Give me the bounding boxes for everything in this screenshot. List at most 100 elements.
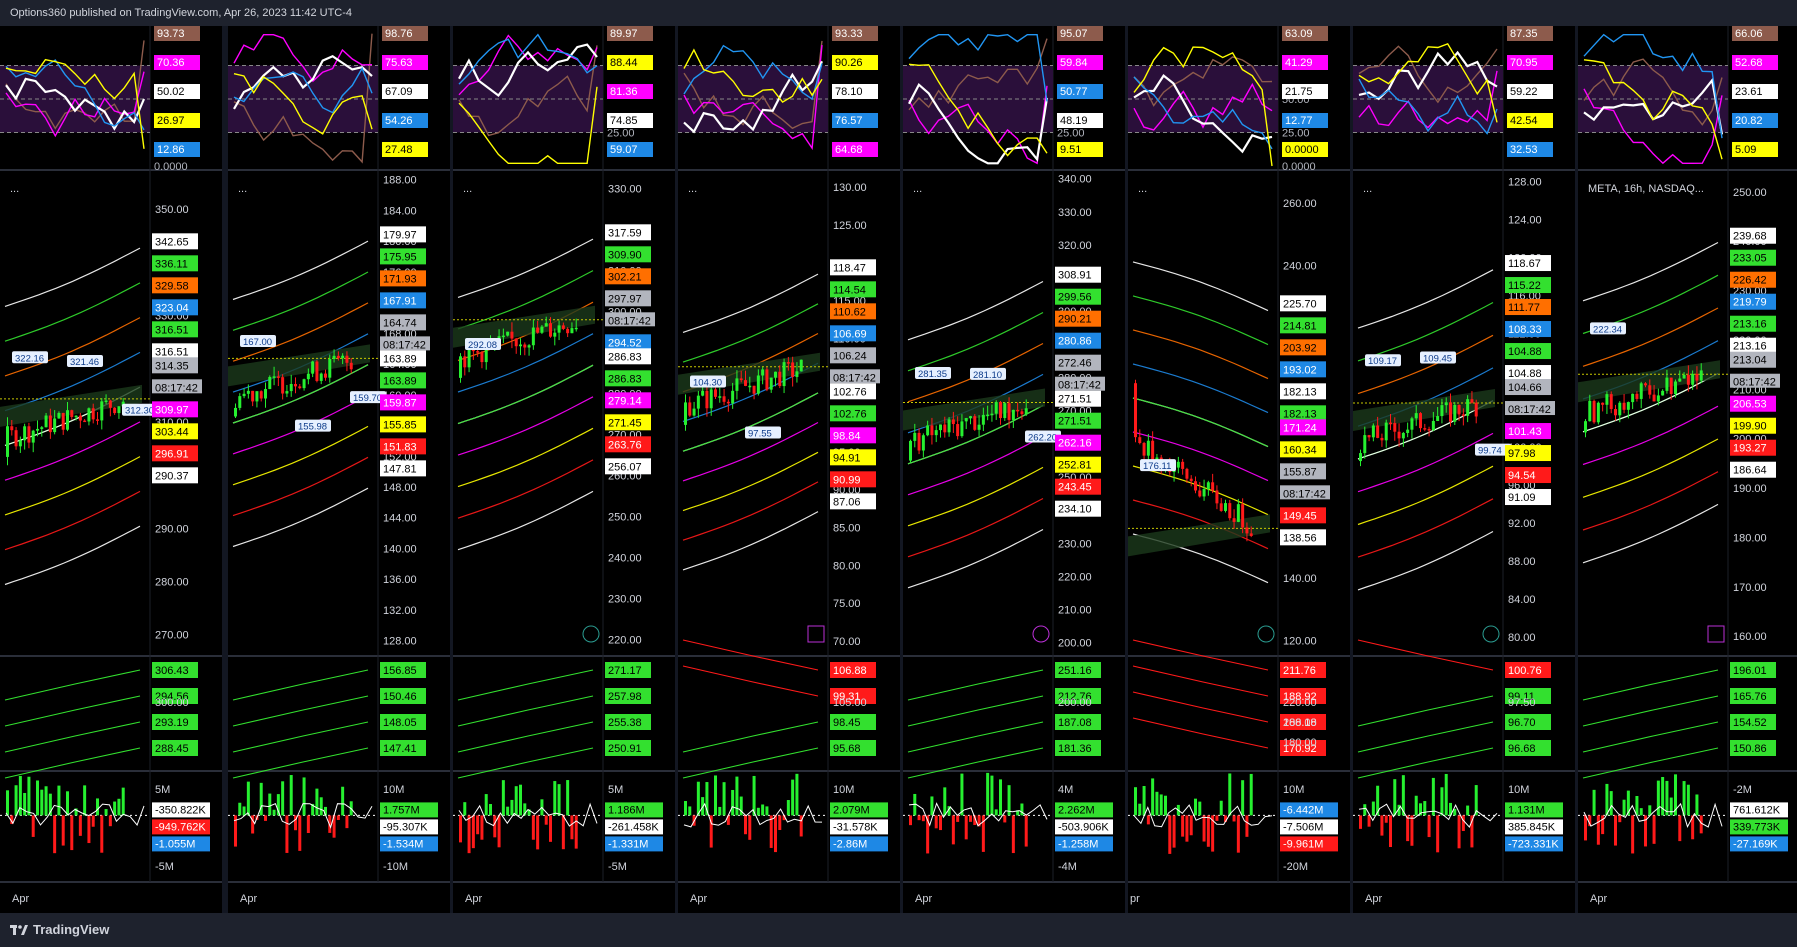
time-axis-label: Apr (12, 893, 29, 905)
chart-title[interactable]: ... (688, 183, 697, 195)
volume-bar (531, 815, 535, 840)
chart-title[interactable]: ... (1363, 183, 1372, 195)
candle (298, 386, 302, 389)
level-value-label: 193.27 (1733, 443, 1767, 455)
ma-tick-label: 300.00 (155, 697, 189, 709)
candle (943, 424, 947, 433)
chart-title[interactable]: META, 16h, NASDAQ... (1588, 183, 1704, 195)
ma-value-tag (1280, 714, 1326, 730)
chart-panel-4[interactable]: 93.33 90.26 78.10 76.57 64.68... 130.00 125.00… (678, 26, 900, 913)
volume-value-tag (1280, 802, 1338, 818)
volume-bar (1185, 815, 1189, 842)
chart-panel-8[interactable]: 100.0075.0066.0652.6823.6120.825.09META,… (1578, 26, 1797, 913)
candle (104, 400, 108, 403)
volume-bar (1249, 773, 1253, 816)
price-tick-label: 230.00 (608, 594, 642, 606)
dividends-icon[interactable] (1032, 625, 1050, 643)
volume-tick-label: -20M (1283, 861, 1308, 873)
level-value-tag (830, 281, 876, 298)
level-value-tag (152, 321, 198, 338)
osc-value-tag (1282, 113, 1328, 128)
earnings-icon[interactable] (582, 625, 600, 643)
chart-panel-3[interactable]: 25.00 89.97 88.44 81.36 74.85 59.07... 330.00 3… (453, 26, 675, 913)
candle (1440, 405, 1444, 417)
chart-title[interactable]: ... (463, 183, 472, 195)
chart-panel-1[interactable]: 75.000.000093.7370.3650.0226.9712.86...3… (0, 26, 222, 913)
volume-bar (281, 781, 285, 816)
ma-value-tag (1055, 662, 1101, 678)
footer-brand[interactable]: TradingView (33, 922, 110, 937)
chart-title[interactable]: ... (238, 183, 247, 195)
osc-line (1583, 88, 1723, 165)
ma-value-label: 165.76 (1733, 691, 1767, 703)
level-value-tag (1505, 255, 1551, 272)
volume-bar (276, 794, 280, 816)
candle (1674, 381, 1677, 394)
volume-bar (113, 801, 117, 816)
candle (1389, 422, 1392, 425)
bar-timer-label: 08:17:42 (383, 339, 426, 351)
candle (510, 331, 514, 339)
chart-panel-2[interactable]: 98.76 75.63 67.09 54.26 27.48... 188.00 184.00… (228, 26, 450, 913)
chart-panel-5[interactable]: 25.00 95.07 59.84 50.77 48.19 9.51... 340.00 33… (903, 26, 1125, 913)
chart-title[interactable]: ... (10, 183, 19, 195)
volume-tick-label: -2M (1733, 784, 1752, 796)
earnings-icon[interactable] (1707, 625, 1725, 643)
level-value-tag (605, 392, 651, 409)
ma-value-label: 255.38 (608, 717, 642, 729)
osc-line (1583, 58, 1723, 126)
volume-value-tag (152, 802, 210, 818)
candle (1588, 400, 1592, 422)
volume-value-tag (1505, 802, 1563, 818)
ma-value-label: 250.91 (608, 743, 642, 755)
level-value-tag (1505, 365, 1551, 382)
volume-bar (1384, 815, 1388, 823)
chart-panel-7[interactable]: 100.0075.0087.3570.9559.2242.5432.53...1… (1353, 26, 1575, 913)
volume-bar (1020, 803, 1024, 816)
candle (1449, 402, 1452, 422)
bar-timer-label: 08:17:42 (608, 315, 651, 327)
level-value-tag (1280, 419, 1326, 436)
candle (1401, 432, 1405, 439)
pivot-label: 99.74 (1478, 446, 1502, 457)
osc-value-label: 27.48 (385, 144, 413, 156)
volume-bar (943, 787, 947, 816)
volume-bar (999, 779, 1002, 816)
price-tick-label: 170.00 (1733, 582, 1767, 594)
volume-value-tag (830, 819, 888, 835)
level-value-tag (1055, 478, 1101, 495)
level-value-tag (1505, 379, 1551, 396)
earnings-icon[interactable] (807, 625, 825, 643)
candle (96, 419, 99, 421)
time-axis-label: Apr (1590, 893, 1607, 905)
level-value-tag (1055, 310, 1101, 327)
earnings-icon[interactable] (1257, 625, 1275, 643)
candle (1016, 409, 1020, 412)
candle (1584, 421, 1587, 433)
candle (1419, 413, 1422, 429)
candle (1224, 503, 1227, 511)
price-tick-label: 320.00 (1058, 240, 1092, 252)
volume-bar (1661, 776, 1665, 816)
tradingview-logo-icon[interactable] (10, 923, 28, 937)
chart-title[interactable]: ... (913, 183, 922, 195)
level-value-label: 214.81 (1283, 320, 1317, 332)
price-tick-label: 340.00 (1058, 174, 1092, 186)
chart-panel-6[interactable]: 100.0075.0050.0025.000.000063.0941.2921.… (1128, 26, 1350, 913)
level-value-tag (152, 277, 198, 294)
earnings-icon[interactable] (1482, 625, 1500, 643)
volume-bar (285, 815, 289, 853)
candle (1474, 402, 1478, 417)
volume-bar (1665, 780, 1669, 816)
moving-average-line (232, 721, 369, 753)
osc-value-tag (154, 113, 200, 128)
volume-value-label: 1.186M (608, 804, 645, 816)
bar-timer-tag (1055, 376, 1105, 391)
candle (947, 419, 951, 433)
volume-tick-label: -5M (608, 861, 627, 873)
level-value-tag (1055, 412, 1101, 429)
chart-title[interactable]: ... (1138, 183, 1147, 195)
level-value-tag (605, 334, 651, 351)
level-value-label: 149.45 (1283, 510, 1317, 522)
candle (1215, 490, 1219, 504)
